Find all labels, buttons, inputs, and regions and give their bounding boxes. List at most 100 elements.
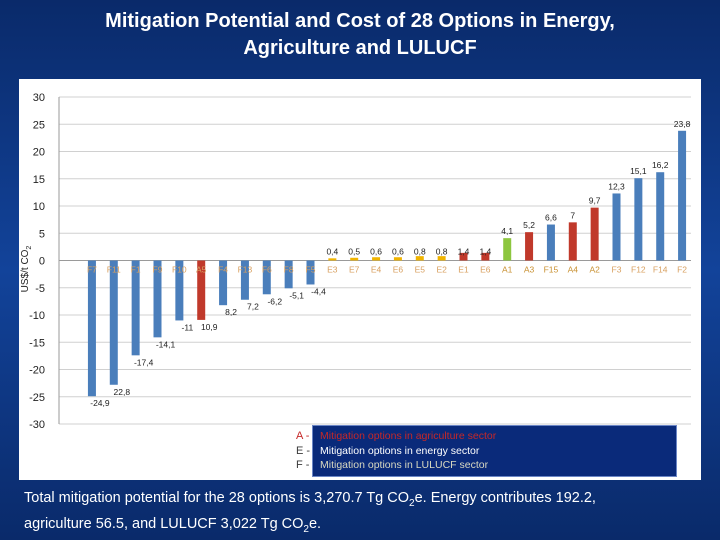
y-tick-label-3: 15 — [33, 174, 45, 186]
value-label-8: -6,2 — [267, 296, 282, 306]
category-label-25: F12 — [631, 265, 646, 275]
category-label-27: F2 — [677, 265, 687, 275]
category-label-2: F1 — [131, 265, 141, 275]
bar-A5-5 — [197, 260, 206, 320]
bar-A2-23 — [590, 207, 599, 261]
category-label-7: F13 — [238, 265, 253, 275]
value-label-26: 16,2 — [652, 160, 669, 170]
bar-F10-4 — [175, 260, 184, 321]
value-label-15: 0,8 — [414, 247, 426, 257]
value-label-13: 0,6 — [370, 247, 382, 257]
legend-letter-0: A - — [296, 430, 310, 442]
y-tick-label-6: 0 — [39, 256, 45, 268]
bar-E6-18 — [481, 252, 490, 261]
bar-E1-17 — [459, 252, 468, 261]
value-label-25: 15,1 — [630, 166, 647, 176]
bar-E2-16 — [437, 256, 446, 261]
bar-A1-19 — [503, 238, 512, 261]
bar-A4-22 — [568, 222, 577, 261]
footnote-part-3: agriculture 56.5, and LULUCF 3,022 Tg CO — [24, 515, 304, 532]
slide-title: Mitigation Potential and Cost of 28 Opti… — [0, 8, 720, 62]
bar-F2-27 — [678, 130, 687, 261]
title-line-2: Agriculture and LULUCF — [243, 37, 477, 59]
value-label-11: 0,4 — [326, 247, 338, 257]
bar-chart: 30 25 20 15 10 5 0 -5 -10 -15 -20 -25 -30 US$/t CO2 F7… — [20, 92, 691, 431]
title-line-1: Mitigation Potential and Cost of 28 Opti… — [105, 10, 615, 32]
category-label-17: E1 — [458, 265, 469, 275]
category-label-20: A3 — [524, 265, 535, 275]
bar-E7-12 — [350, 257, 359, 261]
category-label-9: F8 — [284, 265, 294, 275]
category-label-14: E6 — [393, 265, 404, 275]
value-label-12: 0,5 — [348, 247, 360, 257]
category-label-24: F3 — [612, 265, 622, 275]
legend-text-2: Mitigation options in LULUCF sector — [320, 459, 489, 471]
category-label-18: E6 — [480, 265, 491, 275]
bar-F14-26 — [656, 172, 665, 261]
value-label-9: -5,1 — [289, 290, 304, 300]
category-label-26: F14 — [653, 265, 668, 275]
value-label-5: 10,9 — [201, 322, 218, 332]
footnote-sub-2: 2 — [303, 523, 309, 535]
y-tick-label-0: 30 — [33, 92, 45, 104]
y-tick-label-8: -10 — [29, 310, 45, 322]
category-label-13: E4 — [371, 265, 382, 275]
bar-F5-10 — [306, 260, 315, 285]
bar-E4-13 — [372, 257, 381, 261]
category-label-22: A4 — [568, 265, 579, 275]
value-label-24: 12,3 — [608, 181, 625, 191]
category-label-15: E5 — [415, 265, 426, 275]
legend-letter-1: E - — [296, 445, 311, 457]
y-tick-label-10: -20 — [29, 365, 45, 377]
bar-F4-6 — [219, 260, 228, 306]
category-label-1: F11 — [107, 265, 121, 275]
footnote-sub-1: 2 — [409, 497, 415, 509]
legend-box — [312, 425, 677, 477]
value-label-2: -17,4 — [134, 357, 154, 367]
y-tick-label-4: 10 — [33, 201, 45, 213]
category-label-16: E2 — [436, 265, 447, 275]
bar-F1-2 — [131, 260, 140, 356]
footnote-part-4: e. — [308, 515, 322, 532]
category-label-4: F10 — [172, 265, 187, 275]
category-label-3: F9 — [153, 265, 163, 275]
value-label-10: -4,4 — [311, 286, 326, 296]
y-tick-label-7: -5 — [35, 283, 45, 295]
y-tick-label-2: 20 — [33, 147, 45, 159]
y-tick-label-9: -15 — [29, 337, 45, 349]
bar-F11-1 — [109, 260, 118, 385]
legend-text-1: Mitigation options in energy sector — [320, 445, 480, 457]
bar-F12-25 — [634, 178, 643, 261]
value-label-7: 7,2 — [247, 302, 259, 312]
category-label-12: E7 — [349, 265, 360, 275]
footnote-part-2: e. Energy contributes 192.2, — [414, 490, 596, 506]
y-tick-label-1: 25 — [33, 119, 45, 131]
bar-E3-11 — [328, 258, 337, 261]
bar-F6-8 — [262, 260, 271, 295]
value-label-17: 1,4 — [458, 247, 470, 257]
y-tick-label-5: 5 — [39, 228, 45, 240]
value-label-14: 0,6 — [392, 247, 404, 257]
legend-letter-2: F - — [296, 459, 310, 471]
y-tick-label-11: -25 — [29, 392, 45, 404]
value-label-6: 8,2 — [225, 307, 237, 317]
value-label-16: 0,8 — [436, 247, 448, 257]
bar-F8-9 — [284, 260, 293, 289]
category-label-23: A2 — [589, 265, 600, 275]
y-tick-label-12: -30 — [29, 419, 45, 431]
bar-A3-20 — [525, 232, 534, 261]
value-label-3: -14,1 — [156, 339, 176, 349]
value-label-27: 23,8 — [674, 119, 691, 129]
value-label-1: 22,8 — [114, 387, 131, 397]
y-axis-label: US$/t CO2 — [20, 246, 33, 293]
legend-text-0: Mitigation options in agriculture sector — [320, 430, 497, 442]
bar-F3-24 — [612, 193, 621, 261]
footnote: Total mitigation potential for the 28 op… — [24, 488, 714, 540]
value-label-21: 6,6 — [545, 213, 557, 223]
bar-F9-3 — [153, 260, 162, 338]
value-label-20: 5,2 — [523, 220, 535, 230]
category-label-21: F15 — [544, 265, 559, 275]
bar-F7-0 — [87, 260, 96, 397]
value-label-4: -11 — [182, 322, 194, 332]
footnote-part-1: Total mitigation potential for the 28 op… — [24, 490, 410, 506]
